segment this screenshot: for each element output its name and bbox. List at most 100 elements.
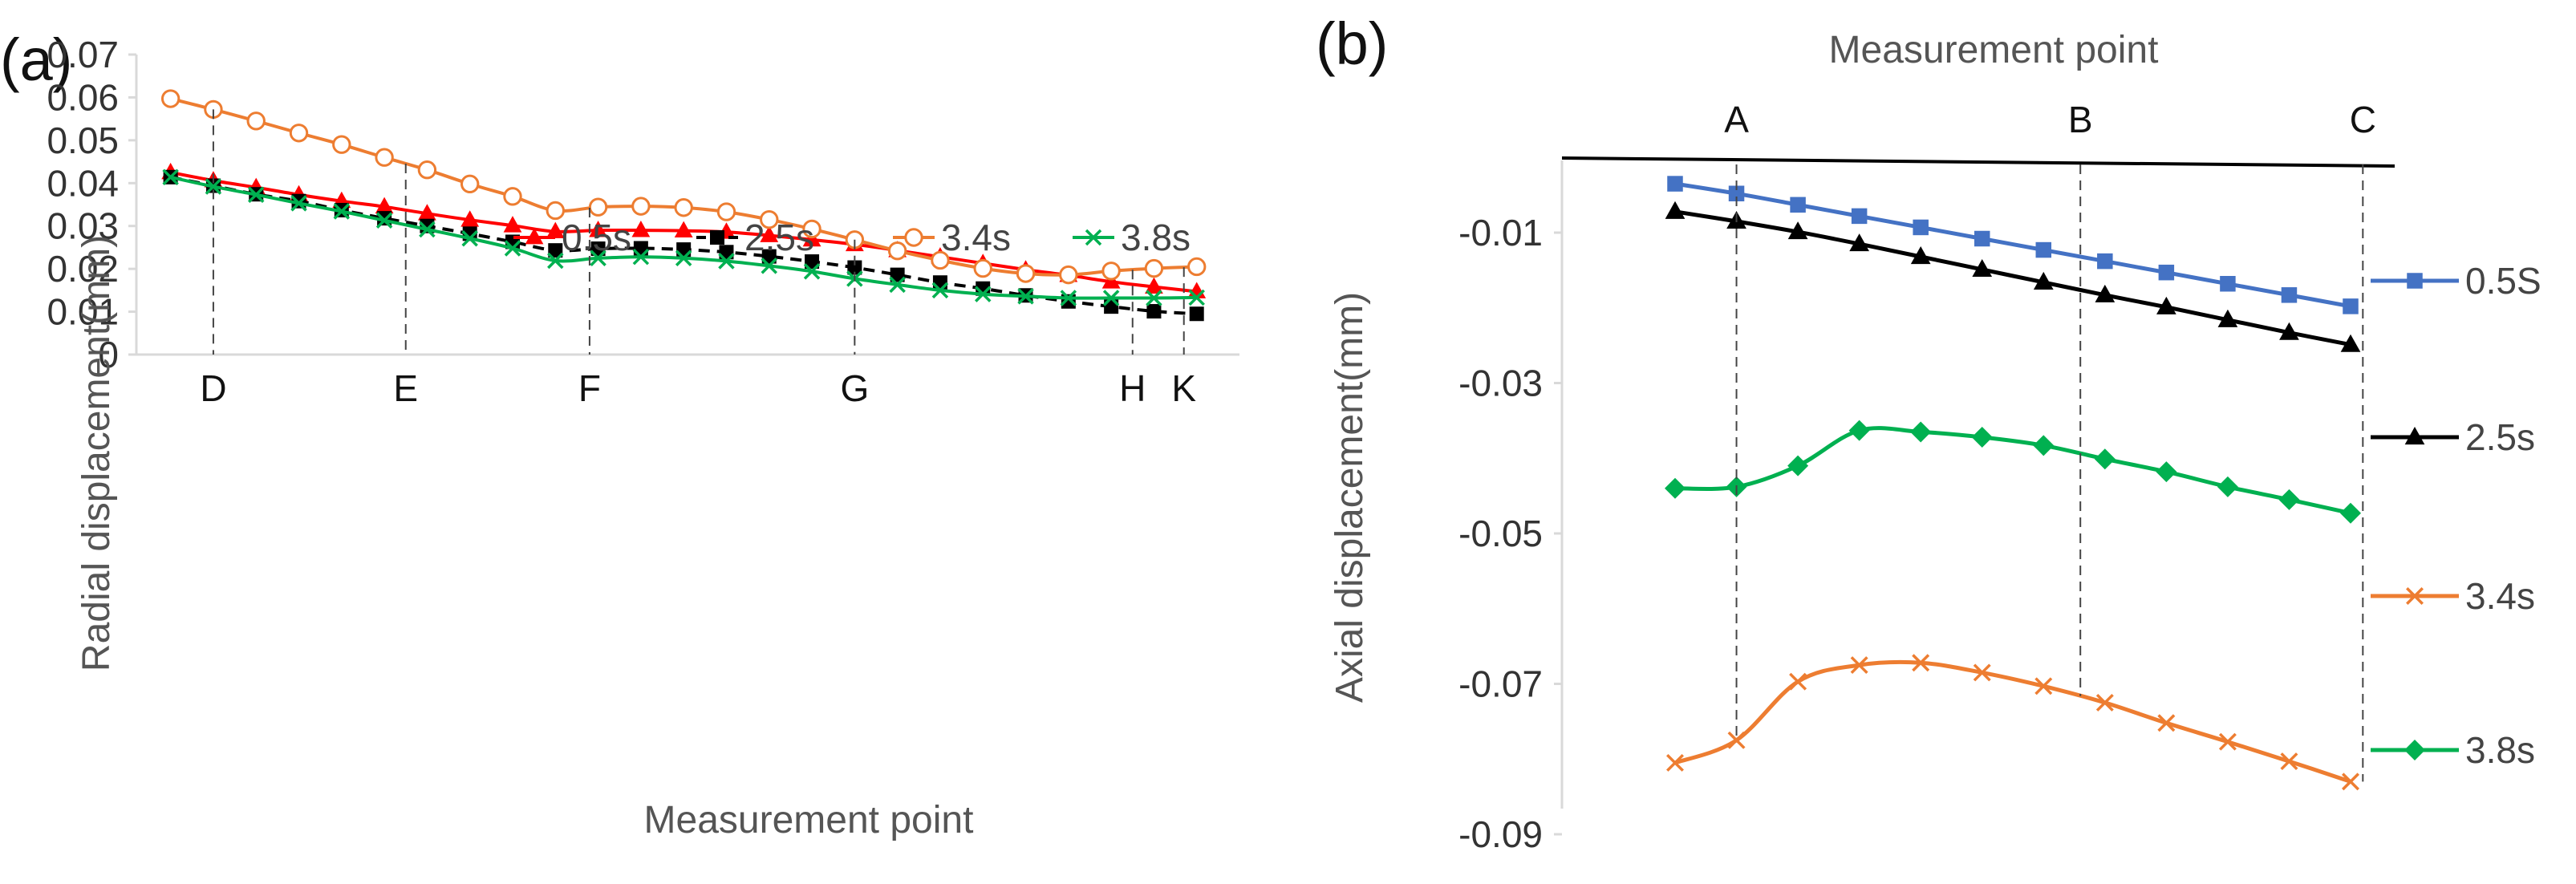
chart-b-data-point-3.8s [2033, 435, 2055, 456]
chart-b-data-point-3.4s [1973, 663, 1991, 682]
chart-a-data-point-3.8s [205, 178, 222, 195]
chart-b-data-point-0.5S [2343, 298, 2359, 314]
chart-a-y-tick-label: 0.04 [47, 162, 119, 204]
chart-a-y-tick-label: 0.02 [47, 248, 119, 290]
chart-a-data-point-0.5s [418, 204, 436, 221]
chart-a-data-point-0.5s [375, 197, 394, 214]
chart-a-data-point-3.8s [632, 248, 650, 266]
chart-a-data-point-3.4s [631, 197, 651, 216]
chart-a-data-point-3.4s [887, 241, 907, 261]
chart-b-y-tick-label: -0.09 [1458, 813, 1543, 855]
chart-a-series-line-3.8s [170, 175, 1197, 300]
chart-a-data-point-3.4s [460, 174, 480, 194]
chart-b-data-point-3.4s [1789, 672, 1807, 691]
chart-a-data-point-3.8s [761, 257, 777, 274]
chart-b-data-point-3.4s [1850, 656, 1868, 675]
chart-a-data-point-2.5s [932, 275, 947, 290]
chart-a-data-point-3.4s [417, 160, 437, 180]
chart-a-data-point-2.5s [1189, 306, 1204, 322]
chart-b-y-axis-title: Axial displacement(mm) [1329, 292, 1371, 703]
chart-a-y-tick-label: 0.01 [47, 291, 119, 333]
chart-b-data-point-0.5S [2035, 241, 2052, 258]
chart-b-series-line-3.4s [1674, 659, 2351, 784]
chart-a-data-point-2.5s [761, 249, 777, 264]
chart-a-data-point-3.4s [1187, 257, 1207, 277]
chart-b-data-point-3.8s [2156, 461, 2177, 483]
chart-b-data-point-2.5s [1665, 201, 1686, 219]
chart-a-data-point-3.4s [246, 112, 266, 131]
chart-a-data-point-3.4s [332, 135, 351, 154]
chart-b-data-point-0.5S [1851, 208, 1868, 225]
chart-b-data-point-3.8s [2340, 502, 2361, 524]
chart-b-data-point-3.8s [2278, 489, 2300, 510]
chart-a-data-point-3.8s [1146, 290, 1162, 306]
chart-a-data-point-3.8s [1017, 288, 1034, 305]
chart-b-data-point-3.8s [1971, 427, 1993, 448]
chart-b-series-line-3.8s [1674, 426, 2351, 516]
chart-b-data-point-3.8s [1910, 421, 1932, 443]
chart-a-data-point-3.4s [160, 89, 181, 108]
chart-b-data-point-3.4s [2034, 677, 2053, 695]
chart-a-data-point-3.4s [674, 198, 693, 217]
chart-b-data-point-0.5S [2281, 287, 2298, 303]
chart-b-data-point-0.5S [2220, 276, 2236, 292]
chart-a-data-point-3.8s [247, 186, 265, 203]
chart-b-legend-marker [2404, 427, 2425, 445]
chart-b-point-label-b: B [2068, 99, 2093, 140]
chart-b-data-point-3.8s [1848, 420, 1870, 441]
chart-b-y-tick-label: -0.05 [1458, 513, 1543, 554]
chart-a-data-point-3.8s [675, 249, 692, 267]
chart-b-point-label-c: C [2350, 99, 2376, 140]
chart-a-data-point-0.5s [503, 216, 522, 233]
chart-a-data-point-3.8s [375, 212, 393, 229]
chart-a-legend-label: 2.5s [744, 217, 814, 258]
chart-b-data-point-3.8s [2094, 448, 2116, 470]
chart-b-data-point-2.5s [1910, 246, 1931, 265]
chart-a-data-point-2.5s [590, 241, 606, 257]
chart-b-legend-marker [2404, 740, 2425, 760]
chart-a-point-label-g: G [840, 367, 869, 409]
chart-a-data-point-3.8s [333, 203, 351, 220]
chart-b-x-axis-title: Measurement point [1829, 29, 2159, 71]
chart-a-point-label-e: E [393, 367, 418, 409]
chart-a-data-point-3.4s [716, 202, 736, 221]
chart-a-point-label-h: H [1119, 367, 1146, 409]
chart-b-data-point-2.5s [1787, 221, 1808, 240]
chart-a-data-point-3.8s [461, 229, 478, 247]
chart-a-data-point-3.4s [588, 197, 608, 217]
chart-b-legend-marker [2406, 587, 2424, 605]
chart-a-data-point-3.8s [504, 240, 521, 257]
chart-b: (b) -0.01 -0.03 -0.05 -0.07 -0.09 A B C Measur… [1316, 10, 2542, 855]
chart-a-y-tick-label: 0 [98, 334, 119, 375]
chart-a-data-point-3.8s [1060, 290, 1077, 306]
chart-a-data-point-3.8s [419, 221, 436, 238]
chart-b-data-point-3.4s [2342, 772, 2359, 791]
chart-a-data-point-3.4s [931, 250, 950, 270]
chart-a-legend-label: 3.8s [1121, 217, 1191, 258]
chart-b-legend-label: 0.5S [2465, 260, 2542, 302]
chart-a-data-point-2.5s [890, 267, 905, 282]
chart-b-x-axis-line [1561, 156, 2395, 168]
chart-a-legend-marker [525, 228, 544, 245]
chart-a-data-point-3.8s [1188, 289, 1205, 306]
chart-a-data-point-3.4s [1016, 264, 1036, 283]
chart-a-data-point-3.8s [931, 282, 949, 299]
chart-a-x-axis-title: Measurement point [644, 799, 974, 841]
chart-b-data-point-0.5S [2097, 253, 2113, 270]
chart-b-legend: 0.5S 2.5s 3.4s 3.8s [2371, 260, 2542, 771]
chart-a-data-point-3.8s [889, 276, 906, 294]
chart-a-point-label-k: K [1171, 367, 1196, 409]
chart-b-legend-label: 3.4s [2465, 575, 2535, 617]
chart-a-data-point-3.8s [290, 195, 307, 212]
chart-b-data-point-2.5s [2033, 271, 2054, 290]
chart-a-data-point-3.4s [973, 258, 992, 278]
chart-b-data-point-3.4s [2095, 693, 2114, 712]
chart-a-data-point-0.5s [631, 221, 651, 237]
chart-b-data-point-3.4s [2280, 752, 2298, 771]
chart-a-data-point-2.5s [548, 243, 563, 258]
chart-b-series-line-2.5s [1674, 209, 2351, 347]
chart-b-data-point-3.8s [1665, 477, 1686, 499]
chart-b-series-line-0.5S [1674, 181, 2351, 309]
